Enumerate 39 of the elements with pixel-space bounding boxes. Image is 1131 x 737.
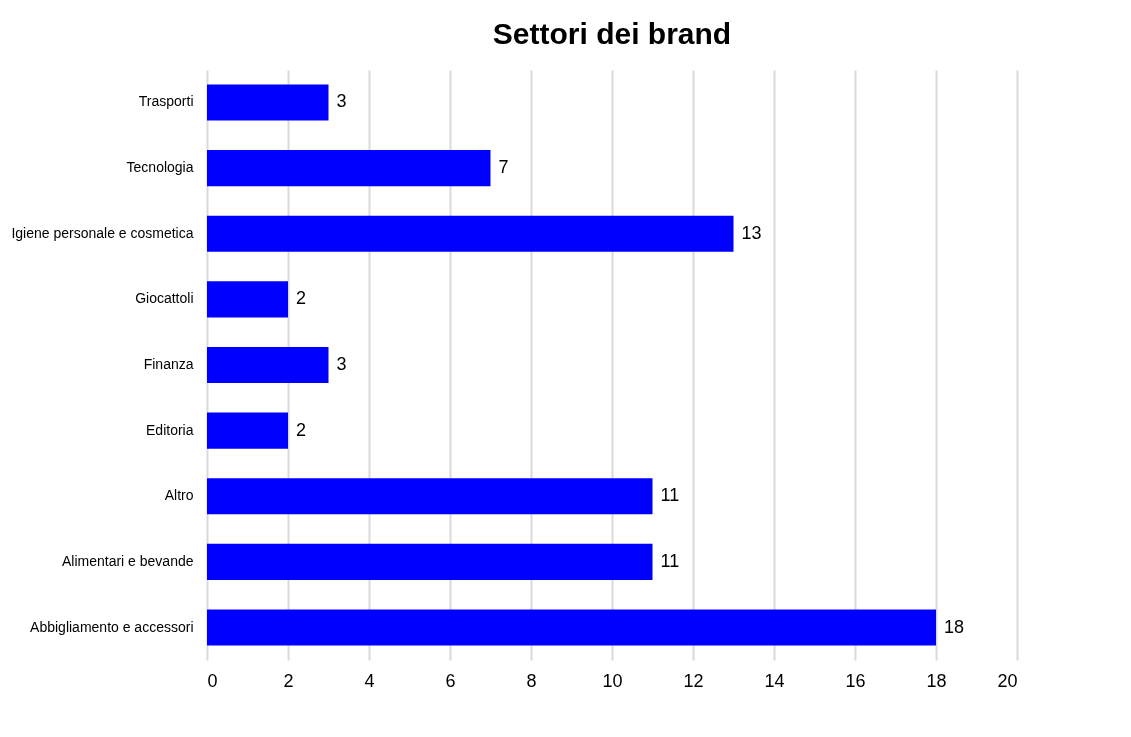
y-tick-label: Finanza [143, 356, 194, 372]
x-tick-label: 10 [602, 670, 623, 691]
y-tick-label: Trasporti [138, 93, 194, 110]
data-label: 11 [660, 485, 680, 506]
bar [207, 150, 491, 187]
bar [207, 412, 288, 449]
x-tick-label: 0 [207, 670, 218, 691]
x-tick-label: 2 [283, 670, 294, 691]
chart-title: Settori dei brand [492, 17, 732, 50]
data-label: 18 [944, 616, 965, 637]
bar [207, 84, 329, 121]
x-tick-label: 12 [683, 670, 704, 691]
y-tick-label: Tecnologia [126, 159, 194, 176]
x-tick-label: 4 [364, 670, 375, 691]
x-tick-label: 8 [526, 670, 537, 691]
y-tick-label: Abbigliamento e accessori [30, 618, 194, 635]
bar [207, 215, 734, 252]
bar [207, 609, 936, 646]
data-label: 2 [296, 419, 307, 440]
data-label: 11 [660, 550, 680, 571]
y-tick-label: Editoria [146, 421, 194, 438]
data-label: 3 [336, 354, 347, 374]
y-tick-label: Giocattoli [135, 290, 194, 307]
bar [207, 543, 653, 580]
y-tick-label: Alimentari e bevande [61, 552, 194, 569]
data-label: 7 [498, 157, 509, 178]
x-tick-label: 18 [926, 670, 947, 691]
y-tick-label: Igiene personale e cosmetica [11, 224, 194, 241]
data-label: 13 [741, 222, 762, 243]
bar [207, 478, 653, 515]
data-label: 3 [336, 91, 347, 112]
data-label: 2 [296, 288, 307, 309]
x-tick-label: 20 [997, 670, 1018, 691]
bar [207, 346, 329, 384]
y-tick-label: Altro [164, 487, 194, 504]
x-tick-label: 6 [445, 670, 456, 691]
bar [207, 281, 288, 318]
x-tick-label: 16 [845, 670, 866, 691]
x-tick-label: 14 [764, 670, 785, 691]
